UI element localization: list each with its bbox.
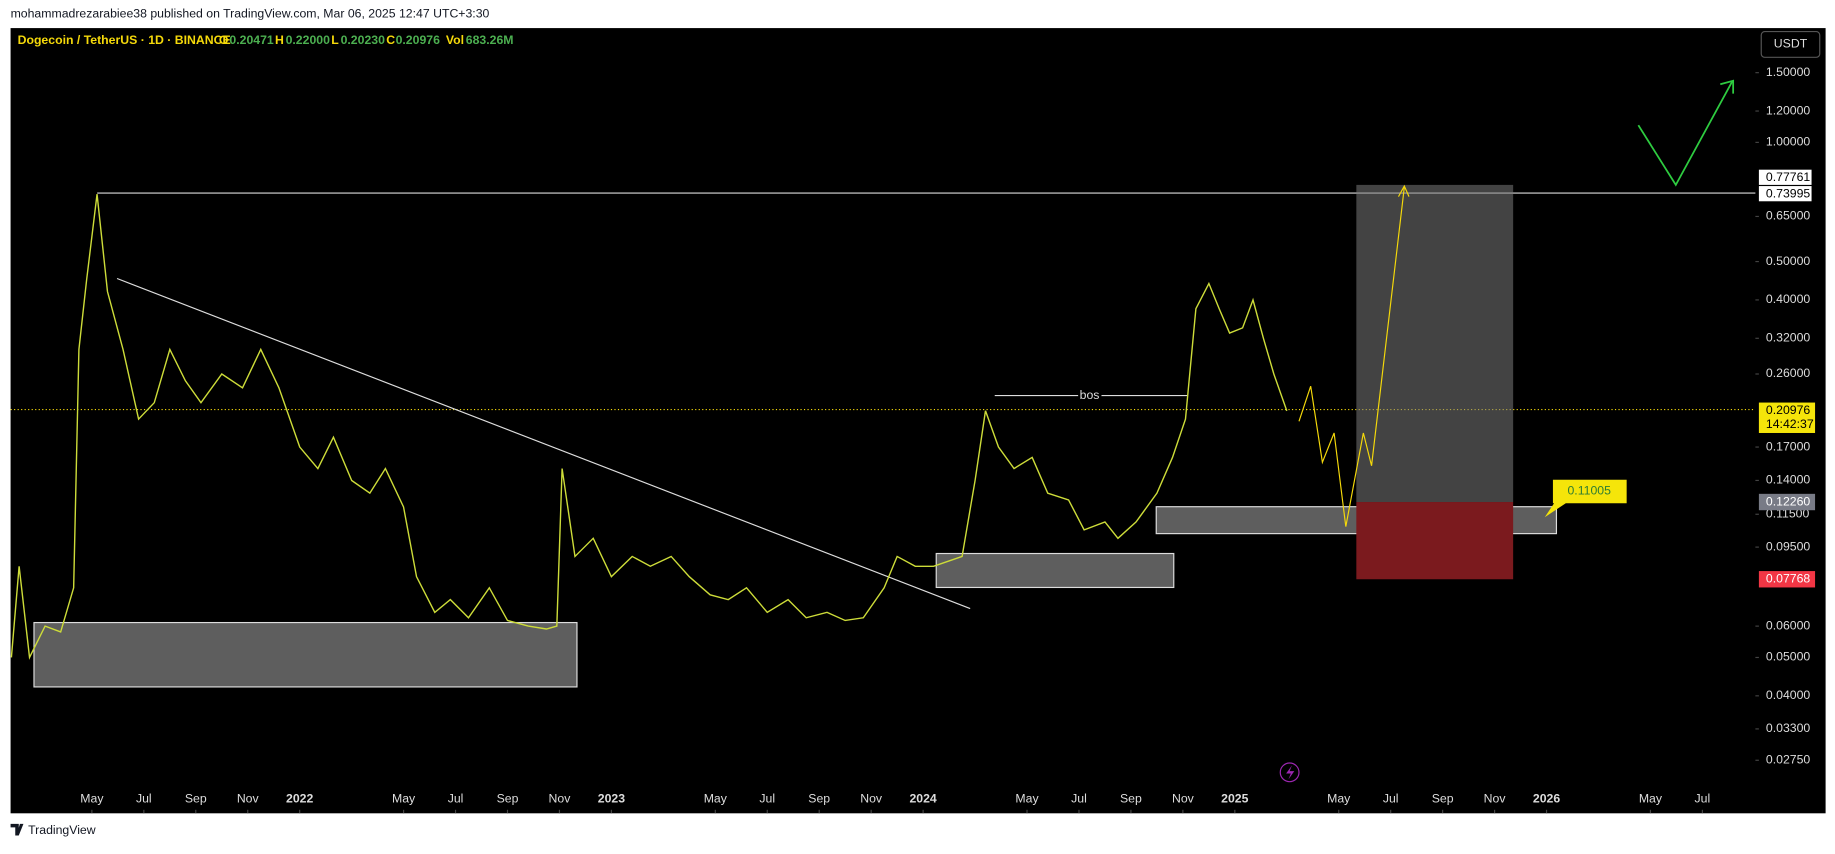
x-tick-label: 2023 [598, 792, 625, 806]
y-tick-label: 0.17000 [1766, 439, 1811, 453]
y-tick-label: 0.65000 [1766, 209, 1811, 223]
y-tick-label: 0.02750 [1766, 753, 1811, 767]
y-tick-label: 0.09500 [1766, 539, 1811, 553]
symbol: Dogecoin / TetherUS · 1D · BINANCE [18, 33, 231, 47]
x-tick-label: Nov [860, 792, 883, 806]
x-tick-label: May [1327, 792, 1351, 806]
callout-box [1544, 479, 1627, 518]
bos-label: bos [1080, 388, 1100, 402]
price-line [10, 194, 1288, 660]
currency-button[interactable]: USDT [1760, 31, 1821, 58]
h-key: H [275, 33, 284, 47]
l-key: L [331, 33, 339, 47]
y-tick-label: 0.32000 [1766, 331, 1811, 345]
y-tick-label: 1.00000 [1766, 135, 1811, 149]
o-value: 0.20471 [229, 33, 274, 47]
label-box [1758, 186, 1812, 202]
last-price-label: 0.20976 [1766, 403, 1811, 417]
x-tick-label: 2026 [1533, 792, 1560, 806]
x-tick-label: May [704, 792, 728, 806]
countdown-label: 14:42:37 [1766, 417, 1814, 431]
vol-key: Vol [446, 33, 464, 47]
y-tick-label: 0.14000 [1766, 473, 1811, 487]
x-tick-label: May [392, 792, 416, 806]
x-tick-label: Nov [1172, 792, 1195, 806]
x-tick-label: Jul [1695, 792, 1711, 806]
x-tick-label: Sep [808, 792, 830, 806]
projection [1298, 187, 1405, 527]
callout-text: 0.11005 [1567, 484, 1611, 498]
button-label[interactable]: USDT [1774, 37, 1808, 51]
target-zone [1356, 184, 1514, 503]
y-tick-label: 1.20000 [1766, 103, 1811, 117]
y-tick-label: 1.50000 [1766, 65, 1811, 79]
x-tick-label: Jul [759, 792, 775, 806]
x-tick-label: Sep [1120, 792, 1142, 806]
arrowhead [1720, 79, 1735, 94]
y-tick-label: 0.50000 [1766, 254, 1811, 268]
x-tick-label: Sep [185, 792, 207, 806]
x-tick-label: May [1639, 792, 1663, 806]
label-box [1758, 169, 1812, 185]
x-tick-label: Jul [136, 792, 152, 806]
footer-brand: TradingView [28, 823, 96, 837]
x-tick-label: Jul [1071, 792, 1087, 806]
vol-value: 683.26M [466, 33, 514, 47]
label-box [1758, 571, 1816, 588]
x-tick-label: Jul [448, 792, 464, 806]
o-key: O [219, 33, 229, 47]
brand-logo [10, 823, 24, 836]
x-tick-label: Nov [549, 792, 572, 806]
bullish-arrow [1637, 81, 1733, 187]
target-label: 0.73995 [1766, 187, 1811, 201]
x-tick-label: May [80, 792, 104, 806]
label-box [1758, 402, 1816, 433]
c-value: 0.20976 [396, 33, 441, 47]
demand-zone [935, 552, 1175, 589]
button-frame[interactable] [1760, 31, 1821, 58]
x-tick-label: Sep [497, 792, 519, 806]
chart-background [10, 28, 1826, 814]
x-tick-label: 2025 [1221, 792, 1248, 806]
x-tick-label: Nov [1484, 792, 1507, 806]
x-tick-label: Nov [237, 792, 260, 806]
alert-glyph[interactable] [1286, 765, 1295, 780]
x-tick-label: 2024 [909, 792, 936, 806]
publish-info: mohammadrezarabiee38 published on Tradin… [11, 6, 490, 20]
target-high-label: 0.77761 [1766, 170, 1811, 184]
h-value: 0.22000 [286, 33, 331, 47]
y-tick-label: 0.06000 [1766, 618, 1811, 632]
y-tick-label: 0.05000 [1766, 650, 1811, 664]
demand-zone [33, 621, 578, 688]
c-key: C [386, 33, 395, 47]
y-tick-label: 0.40000 [1766, 292, 1811, 306]
price-labels: 0.77761 0.73995 0.20976 14:42:37 0.12260… [1758, 169, 1816, 588]
entry-label: 0.12260 [1766, 494, 1811, 508]
legend: Dogecoin / TetherUS · 1D · BINANCE O 0.2… [18, 33, 514, 47]
y-tick-label: 0.04000 [1766, 688, 1811, 702]
alert-icon[interactable] [1279, 762, 1300, 783]
x-tick-label: May [1015, 792, 1039, 806]
trend-line [116, 277, 971, 610]
l-value: 0.20230 [341, 33, 386, 47]
stop-label: 0.07768 [1766, 572, 1811, 586]
x-tick-label: Sep [1432, 792, 1454, 806]
x-tick-label: Jul [1383, 792, 1399, 806]
projection-arrowhead [1397, 184, 1410, 197]
y-tick-label: 0.26000 [1766, 366, 1811, 380]
y-tick-label: 0.03300 [1766, 721, 1811, 735]
label-box [1758, 493, 1816, 511]
stop-zone [1356, 502, 1514, 580]
x-tick-label: 2022 [286, 792, 313, 806]
drawings: bos 0.11005 [10, 79, 1756, 783]
